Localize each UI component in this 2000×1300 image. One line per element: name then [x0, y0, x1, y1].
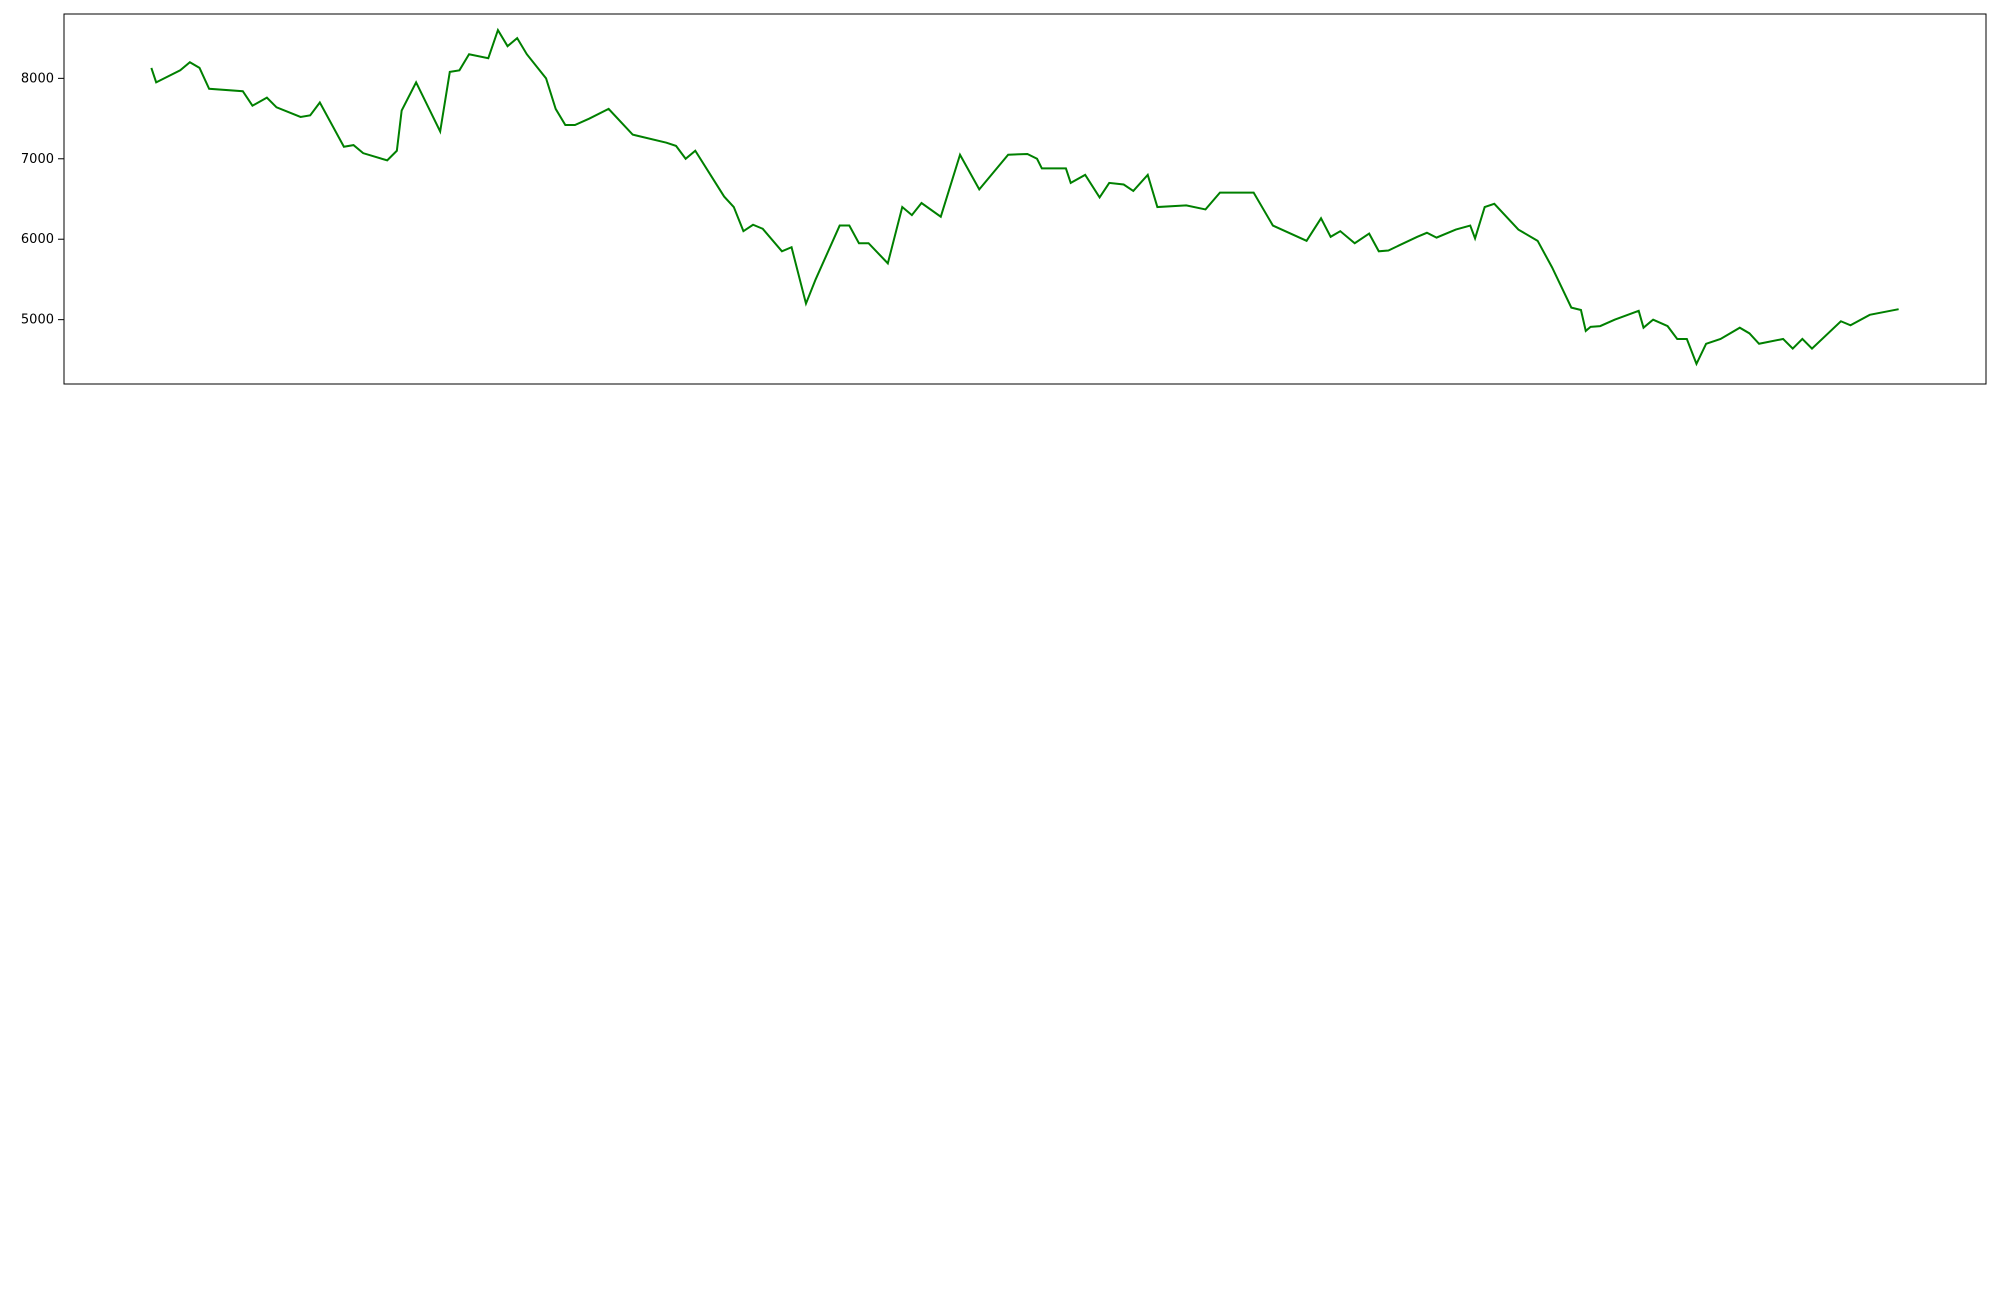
y-tick-label: 5000	[21, 313, 54, 328]
price-line	[150, 27, 1899, 367]
price-panel-frame	[63, 13, 1987, 385]
y-tick-label: 6000	[21, 232, 54, 247]
y-tick-label: 8000	[21, 71, 54, 86]
y-tick-label: 7000	[21, 152, 54, 167]
